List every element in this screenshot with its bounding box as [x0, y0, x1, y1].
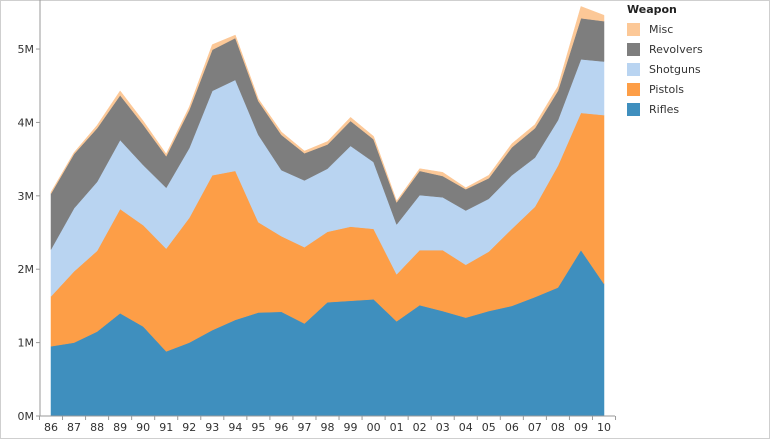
y-tick-label: 5M: [18, 43, 35, 56]
legend-item-revolvers[interactable]: Revolvers: [627, 39, 765, 59]
legend-label: Shotguns: [649, 62, 701, 76]
legend-item-rifles[interactable]: Rifles: [627, 99, 765, 119]
legend-label: Rifles: [649, 102, 680, 116]
legend-label: Misc: [649, 22, 674, 36]
x-tick-label: 05: [482, 421, 496, 434]
legend-label: Revolvers: [649, 42, 703, 56]
x-tick-label: 95: [251, 421, 265, 434]
x-tick-label: 87: [67, 421, 81, 434]
x-tick-label: 03: [436, 421, 450, 434]
legend-swatch: [627, 62, 640, 76]
x-tick-label: 97: [297, 421, 311, 434]
x-tick-label: 10: [597, 421, 611, 434]
x-tick-label: 91: [159, 421, 173, 434]
area-layers: [50, 6, 605, 417]
x-tick-label: 90: [136, 421, 150, 434]
x-tick-label: 96: [274, 421, 288, 434]
y-tick-label: 0M: [18, 410, 35, 423]
x-tick-label: 93: [205, 421, 219, 434]
y-tick-label: 1M: [18, 337, 35, 350]
x-tick-label: 99: [344, 421, 358, 434]
legend-swatch: [627, 42, 640, 56]
x-tick-label: 07: [528, 421, 542, 434]
x-tick-label: 88: [90, 421, 104, 434]
x-tick-label: 86: [44, 421, 58, 434]
legend-swatch: [627, 82, 640, 96]
x-tick-label: 06: [505, 421, 519, 434]
legend-swatch: [627, 102, 640, 116]
x-tick-label: 01: [390, 421, 404, 434]
x-tick-label: 89: [113, 421, 127, 434]
legend-title: Weapon: [627, 3, 677, 16]
y-tick-label: 2M: [18, 263, 35, 276]
x-tick-label: 02: [413, 421, 427, 434]
x-tick-label: 09: [574, 421, 588, 434]
y-axis-ticks: 0M 1M 2M 3M 4M 5M: [18, 43, 40, 423]
x-tick-label: 94: [228, 421, 242, 434]
y-tick-label: 4M: [18, 116, 35, 129]
x-tick-label: 92: [182, 421, 196, 434]
legend-item-misc[interactable]: Misc: [627, 19, 765, 39]
legend-label: Pistols: [649, 82, 685, 96]
legend-swatch: [627, 22, 640, 36]
legend-item-pistols[interactable]: Pistols: [627, 79, 765, 99]
x-tick-label: 98: [321, 421, 335, 434]
legend-item-shotguns[interactable]: Shotguns: [627, 59, 765, 79]
x-tick-label: 08: [551, 421, 565, 434]
legend: Weapon Misc Revolvers Shotguns Pistols Rifle…: [627, 3, 765, 119]
legend-items: Misc Revolvers Shotguns Pistols Rifles: [627, 19, 765, 119]
x-axis-ticks: 86 87 88 89 90 91 92 93 94 95 96 97 98 99 00 01 02 03 04 05…: [38, 416, 617, 434]
axes: [39, 0, 615, 417]
x-tick-label: 04: [459, 421, 473, 434]
x-tick-label: 00: [367, 421, 381, 434]
y-tick-label: 3M: [18, 190, 35, 203]
area-misc: [50, 6, 605, 203]
stacked-area-chart: 0M 1M 2M 3M 4M 5M 86 87 88 89 90 91 92 93 94 95 96 97 98 9…: [18, 0, 617, 434]
